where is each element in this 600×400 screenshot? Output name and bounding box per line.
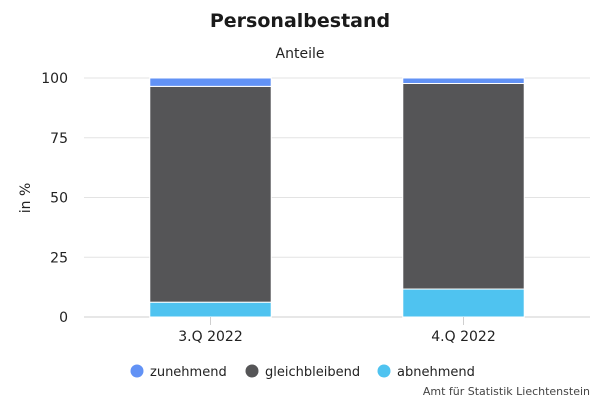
legend-label-gleichbleibend: gleichbleibend	[265, 365, 360, 380]
chart-title: Personalbestand	[210, 10, 390, 32]
x-tick-label: 4.Q 2022	[431, 329, 495, 345]
y-tick-label: 0	[59, 310, 68, 326]
chart-subtitle: Anteile	[276, 46, 325, 62]
y-tick-label: 100	[41, 71, 68, 87]
legend: zunehmend gleichbleibend abnehmend	[130, 364, 475, 380]
credit-text: Amt für Statistik Liechtenstein	[423, 385, 590, 398]
y-axis-label: in %	[18, 183, 34, 214]
legend-label-zunehmend: zunehmend	[150, 365, 227, 380]
legend-marker-gleichbleibend	[245, 364, 259, 378]
bar-segment-abnehmend	[149, 301, 272, 318]
x-tick-label: 3.Q 2022	[178, 329, 242, 345]
legend-label-abnehmend: abnehmend	[397, 365, 475, 380]
bar-segment-abnehmend	[402, 288, 525, 318]
y-tick-label: 50	[50, 191, 68, 207]
y-tick-label: 25	[50, 250, 68, 266]
bar-segment-zunehmend	[402, 77, 525, 84]
x-axis-ticks: 3.Q 2022 4.Q 2022	[178, 317, 496, 345]
bar-segment-gleichbleibend	[149, 85, 272, 303]
y-tick-label: 75	[50, 131, 68, 147]
legend-marker-abnehmend	[377, 364, 391, 378]
bar-segment-gleichbleibend	[402, 82, 525, 290]
y-axis-ticks: 0 25 50 75 100	[41, 71, 68, 326]
bar-segment-zunehmend	[149, 77, 272, 87]
legend-marker-zunehmend	[130, 364, 144, 378]
bars	[149, 77, 525, 318]
